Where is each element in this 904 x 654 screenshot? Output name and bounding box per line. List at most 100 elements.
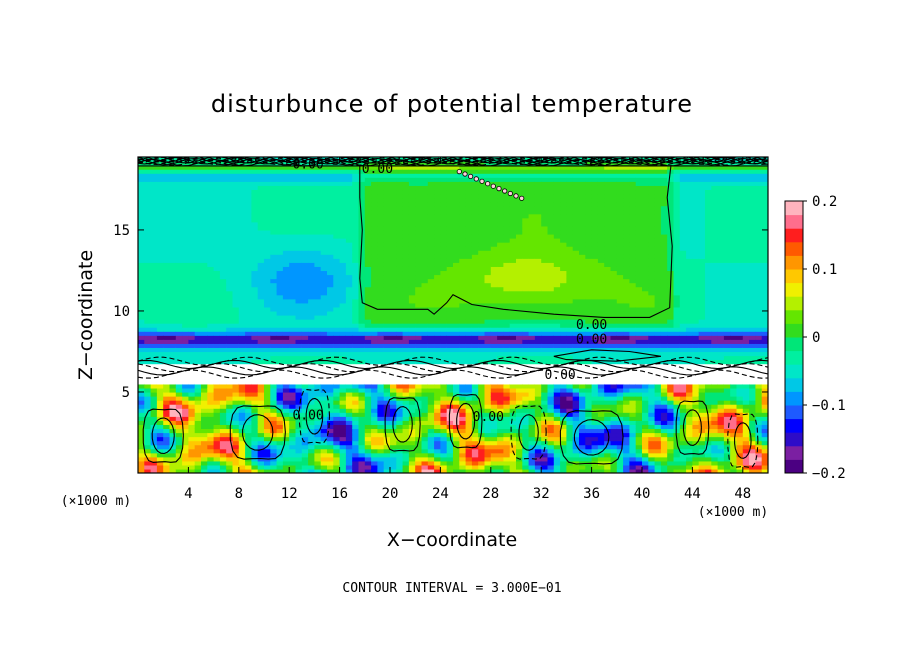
field-cell — [201, 258, 208, 263]
field-cell — [282, 209, 290, 215]
field-cell — [201, 428, 208, 434]
field-cell — [175, 233, 183, 239]
field-cell — [471, 387, 479, 393]
field-cell — [484, 404, 492, 409]
field-cell — [238, 278, 246, 284]
field-cell — [327, 246, 334, 251]
field-cell — [459, 290, 467, 296]
field-cell — [295, 294, 303, 300]
field-cell — [478, 432, 486, 438]
field-cell — [471, 416, 479, 421]
field-cell — [503, 282, 511, 288]
field-cell — [333, 387, 341, 393]
field-cell — [213, 302, 221, 308]
field-cell — [377, 432, 385, 438]
field-cell — [175, 355, 183, 361]
field-cell — [459, 193, 467, 199]
field-cell — [453, 193, 460, 199]
field-cell — [163, 468, 171, 473]
field-cell — [402, 298, 410, 304]
field-cell — [434, 404, 441, 409]
field-cell — [459, 327, 467, 332]
field-cell — [327, 306, 334, 312]
field-cell — [257, 464, 265, 470]
field-cell — [320, 201, 328, 207]
field-cell — [528, 250, 536, 255]
field-cell — [390, 440, 397, 446]
field-cell — [358, 424, 366, 430]
field-cell — [163, 250, 171, 255]
field-cell — [421, 258, 429, 263]
field-cell — [156, 157, 164, 162]
field-cell — [383, 432, 391, 438]
field-cell — [471, 197, 479, 203]
field-cell — [169, 335, 177, 340]
field-cell — [522, 432, 530, 438]
field-cell — [264, 367, 271, 373]
field-cell — [484, 432, 492, 438]
field-cell — [232, 404, 240, 409]
field-cell — [371, 258, 378, 263]
field-cell — [264, 246, 271, 251]
field-cell — [402, 217, 410, 223]
field-cell — [371, 396, 378, 401]
field-cell — [490, 383, 498, 389]
field-cell — [427, 375, 435, 381]
field-cell — [289, 464, 297, 470]
field-cell — [238, 339, 246, 344]
field-cell — [471, 351, 479, 357]
field-cell — [182, 302, 189, 308]
field-cell — [194, 375, 202, 381]
field-cell — [232, 339, 240, 344]
field-cell — [245, 310, 252, 316]
field-cell — [251, 379, 259, 385]
field-cell — [446, 282, 454, 288]
field-cell — [295, 444, 303, 450]
field-cell — [207, 217, 215, 223]
field-cell — [150, 238, 158, 243]
field-cell — [484, 229, 492, 235]
field-cell — [402, 189, 410, 195]
field-cell — [465, 315, 473, 320]
field-cell — [402, 213, 410, 219]
field-cell — [497, 319, 504, 324]
field-cell — [345, 205, 353, 211]
field-cell — [163, 169, 171, 174]
field-cell — [150, 302, 158, 308]
field-cell — [396, 262, 404, 267]
field-cell — [333, 432, 341, 438]
field-cell — [528, 254, 536, 259]
field-cell — [257, 319, 265, 324]
field-cell — [534, 266, 542, 272]
field-cell — [352, 173, 360, 178]
field-cell — [453, 197, 460, 203]
field-cell — [308, 343, 315, 349]
field-cell — [175, 250, 183, 255]
field-cell — [251, 335, 259, 340]
field-cell — [402, 185, 410, 191]
field-cell — [219, 229, 227, 235]
field-cell — [484, 310, 492, 316]
field-cell — [522, 408, 530, 413]
field-cell — [528, 452, 536, 458]
field-cell — [245, 339, 252, 344]
field-cell — [232, 400, 240, 405]
field-cell — [144, 242, 152, 247]
field-cell — [434, 266, 441, 272]
field-cell — [245, 221, 252, 227]
field-cell — [465, 404, 473, 409]
field-cell — [276, 383, 284, 389]
field-cell — [320, 339, 328, 344]
field-cell — [490, 262, 498, 267]
field-cell — [270, 319, 278, 324]
field-cell — [251, 396, 259, 401]
field-cell — [402, 242, 410, 247]
field-cell — [320, 383, 328, 389]
field-cell — [440, 468, 448, 473]
field-cell — [251, 270, 259, 276]
field-cell — [314, 193, 322, 199]
field-cell — [226, 355, 234, 361]
field-cell — [509, 331, 517, 336]
field-cell — [358, 400, 366, 405]
field-cell — [490, 274, 498, 280]
